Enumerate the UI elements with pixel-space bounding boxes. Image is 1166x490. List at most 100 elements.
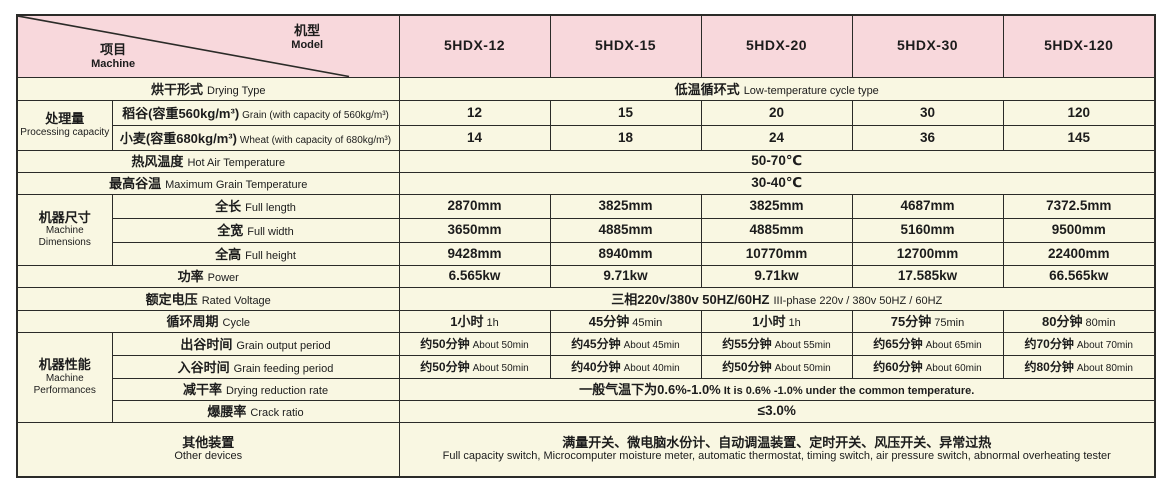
row-label: 热风温度 Hot Air Temperature [16, 149, 400, 173]
label-zh: 爆腰率 [207, 404, 247, 419]
cell-value: 4885mm [549, 217, 702, 243]
cell-value: 约55分钟 About 55min [700, 331, 853, 356]
cell-value: 12 [398, 99, 551, 126]
group-zh: 机器尺寸 [38, 209, 91, 225]
label-en: Drying reduction rate [225, 385, 329, 397]
header-corner-cell: 机型 Model 项目 Machine [16, 14, 400, 78]
cell-value: 2870mm [398, 193, 551, 219]
cell-value: 10770mm [700, 241, 853, 266]
group-en: Processing capacity [20, 126, 110, 138]
label-en: Grain feeding period [233, 362, 334, 375]
cell-value: 约65分钟 About 65min [851, 331, 1004, 356]
cell-value: 120 [1002, 99, 1156, 126]
row-crack-ratio: 爆腰率 Crack ratio ≤3.0% [17, 399, 1156, 423]
cell-value: 低温循环式 Low-temperature cycle type [398, 76, 1156, 101]
header-row: 机型 Model 项目 Machine 5HDX-12 5HDX-15 5HDX… [16, 14, 1156, 78]
label-en: Power [207, 272, 239, 284]
row-rated-voltage: 额定电压 Rated Voltage 三相220v/380v 50HZ/60HZ I… [16, 286, 1156, 311]
row-label: 全长 Full length [111, 193, 400, 219]
cell-value: 24 [700, 124, 853, 151]
cell-value: 36 [851, 124, 1004, 151]
row-drying-reduction-rate: 减干率 Drying reduction rate 一般气温下为0.6%-1.0%… [17, 377, 1156, 401]
label-zh: 循环周期 [166, 314, 219, 329]
label-zh: 额定电压 [145, 291, 198, 307]
label-en: Full height [245, 249, 296, 262]
cell-value: 3825mm [700, 193, 853, 219]
spec-sheet: 机型 Model 项目 Machine 5HDX-12 5HDX-15 5HDX… [16, 14, 1156, 478]
row-label: 最高谷温 Maximum Grain Temperature [16, 171, 400, 195]
corner-item-label: 项目 Machine [48, 42, 177, 72]
row-label: 额定电压 Rated Voltage [16, 286, 400, 311]
row-drying-type: 烘干形式 Drying Type 低温循环式 Low-temperature cyc… [16, 76, 1156, 101]
row-power: 功率 Power 6.565kw 9.71kw 9.71kw 17.585kw 6… [16, 264, 1156, 288]
cell-value: 9.71kw [549, 264, 702, 288]
cell-value: 约40分钟 About 40min [549, 354, 702, 379]
label-zh: 减干率 [182, 382, 222, 397]
model-name: 5HDX-15 [594, 37, 657, 54]
value-zh: 低温循环式 [674, 81, 740, 97]
cell-value: 18 [549, 124, 702, 151]
cell-value: 满量开关、微电脑水份计、自动调温装置、定时开关、风压开关、异常过热 Full c… [398, 421, 1156, 478]
row-label: 全宽 Full width [111, 217, 400, 243]
cell-value: 约50分钟 About 50min [398, 354, 551, 379]
cell-value: 5160mm [851, 217, 1004, 243]
cell-value: 6.565kw [398, 264, 551, 288]
model-name: 5HDX-20 [745, 37, 808, 54]
model-label-zh: 机型 [294, 23, 321, 38]
cell-value: 8940mm [549, 241, 702, 266]
label-zh: 其他装置 [182, 434, 235, 450]
cell-value: 3825mm [549, 193, 702, 219]
corner-model-label: 机型 Model [231, 23, 383, 53]
label-zh: 入谷时间 [177, 359, 230, 375]
cell-value: 9428mm [398, 241, 551, 266]
cell-value: 15 [549, 99, 702, 126]
row-hot-air-temperature: 热风温度 Hot Air Temperature 50-70℃ [16, 149, 1156, 173]
label-en: Hot Air Temperature [187, 157, 286, 169]
cell-value: 75分钟 75min [851, 309, 1004, 333]
model-name: 5HDX-12 [443, 37, 506, 54]
row-grain-output-period: 机器性能 Machine Performances 出谷时间 Grain outp… [16, 331, 1156, 423]
cell-value: 3650mm [398, 217, 551, 243]
row-label: 功率 Power [16, 264, 400, 288]
label-zh: 小麦(容重680kg/m³) [119, 130, 237, 146]
label-zh: 功率 [177, 269, 204, 284]
value-zh: 满量开关、微电脑水份计、自动调温装置、定时开关、风压开关、异常过热 [562, 434, 992, 450]
label-en: Crack ratio [250, 407, 304, 419]
diagonal-divider [18, 16, 399, 77]
cell-value: 约50分钟 About 50min [700, 354, 853, 379]
cell-value: 1小时 1h [398, 309, 551, 333]
group-en: Machine Dimensions [38, 225, 91, 249]
cell-value: 80分钟 80min [1002, 309, 1156, 333]
value-en: III-phase 220v / 380v 50HZ / 60HZ [773, 294, 943, 307]
cell-value: 9.71kw [700, 264, 853, 288]
label-en: Full length [245, 202, 296, 214]
row-label: 循环周期 Cycle [16, 309, 400, 333]
cell-value: 4885mm [700, 217, 853, 243]
row-label: 入谷时间 Grain feeding period [111, 354, 400, 379]
label-zh: 最高谷温 [109, 176, 162, 191]
row-grain-capacity: 处理量 Processing capacity 稻谷(容重560kg/m³) Gr… [16, 99, 1156, 151]
group-en: Machine [45, 372, 84, 384]
label-en: Wheat (with capacity of 680kg/m³) [239, 134, 392, 146]
row-grain-feeding-period: 入谷时间 Grain feeding period 约50分钟 About 50mi… [17, 354, 1156, 379]
cell-value: 约45分钟 About 45min [549, 331, 702, 356]
group-label-machine-performances: 机器性能 Machine Performances [16, 331, 113, 423]
label-en: Grain output period [236, 339, 331, 352]
label-en: Other devices [174, 450, 243, 463]
label-en: Full width [247, 226, 294, 238]
label-en: Maximum Grain Temperature [165, 179, 308, 191]
label-zh: 全高 [215, 246, 242, 262]
value-zh: 三相220v/380v 50HZ/60HZ [611, 291, 770, 307]
cell-value: 1小时 1h [700, 309, 853, 333]
cell-value: 约70分钟 About 70min [1002, 331, 1156, 356]
row-label: 出谷时间 Grain output period [111, 331, 400, 356]
item-label-en: Machine [91, 57, 136, 70]
row-full-width: 全宽 Full width 3650mm 4885mm 4885mm 5160mm… [17, 217, 1156, 243]
group-zh: 机器性能 [38, 357, 91, 373]
value-zh: 一般气温下为0.6%-1.0% [579, 382, 721, 397]
cell-value: 9500mm [1002, 217, 1156, 243]
row-label: 其他装置 Other devices [16, 421, 400, 478]
cell-value: 50-70℃ [398, 149, 1156, 173]
label-zh: 稻谷(容重560kg/m³) [122, 105, 240, 121]
row-full-length: 机器尺寸 Machine Dimensions 全长 Full length 28… [16, 193, 1156, 266]
